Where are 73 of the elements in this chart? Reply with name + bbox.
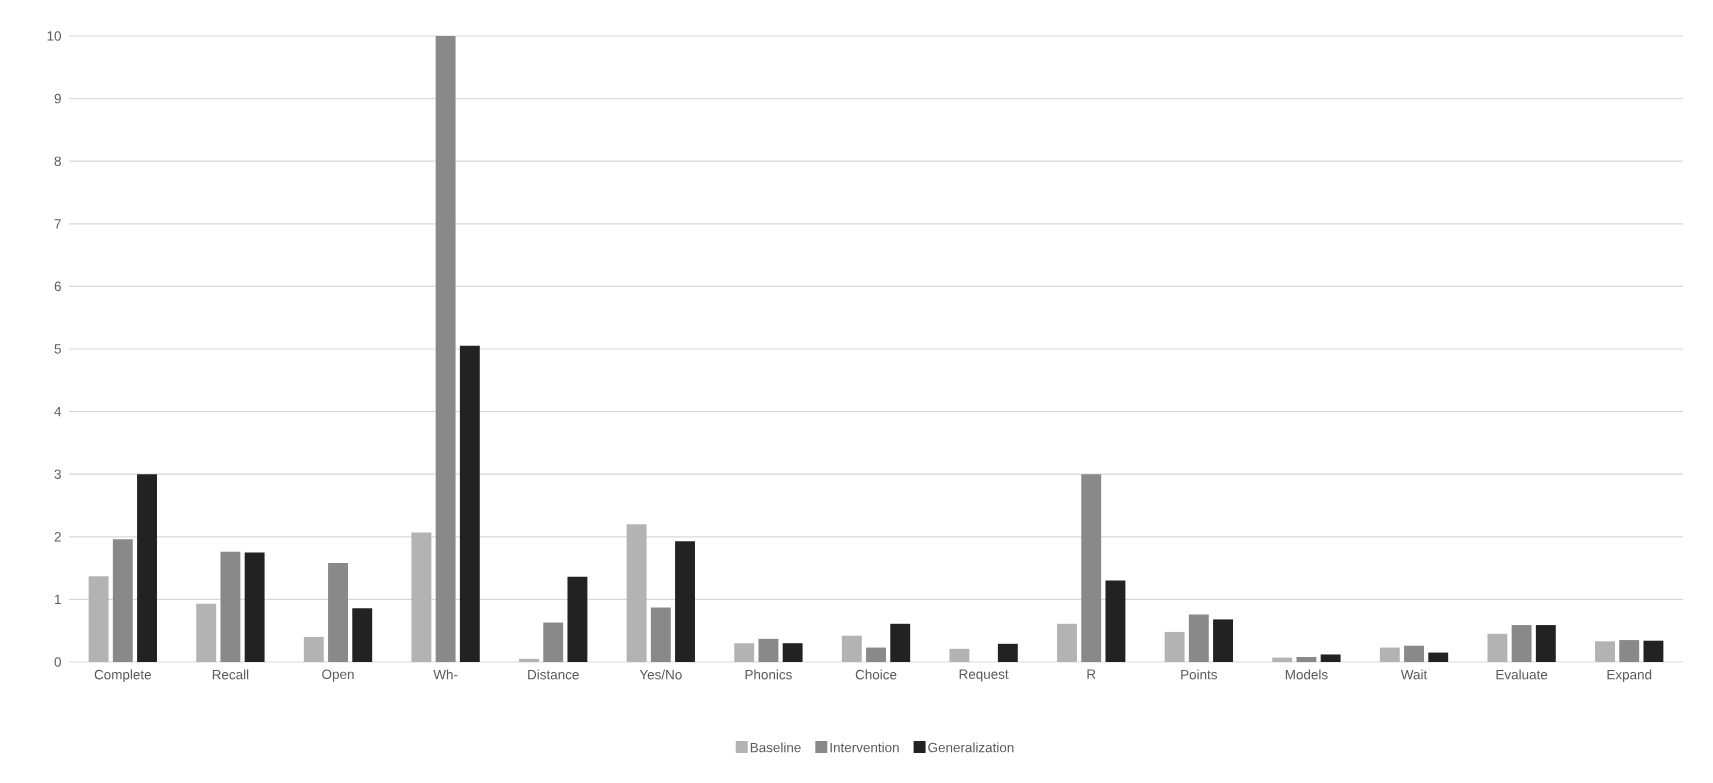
y-tick-label: 8 (54, 156, 61, 166)
bar (1081, 474, 1102, 662)
bar (1320, 654, 1341, 662)
bar (1213, 619, 1233, 662)
bar (997, 643, 1018, 662)
bar (1487, 633, 1508, 662)
x-tick-label: Choice (855, 669, 897, 680)
x-tick-label: Distance (528, 669, 579, 680)
bar (1404, 645, 1424, 662)
bar (411, 532, 432, 662)
bar (1164, 631, 1185, 662)
bar (650, 607, 671, 662)
x-tick-label: Wait (1400, 669, 1428, 680)
x-tick-label: Yes/No (639, 669, 682, 680)
y-tick-label: 7 (54, 219, 61, 229)
bar (328, 563, 348, 662)
legend-label: Intervention (830, 742, 899, 753)
bar (567, 576, 588, 662)
y-tick-label: 9 (54, 93, 61, 104)
bar (1511, 625, 1532, 662)
y-tick-label: 3 (54, 469, 61, 479)
bar (1595, 641, 1615, 662)
bar (758, 638, 779, 662)
x-tick-label: Phonics (745, 669, 792, 680)
bar (1379, 647, 1400, 662)
bar (1105, 580, 1126, 662)
bar (1057, 623, 1077, 662)
y-tick-label: 0 (54, 657, 61, 667)
bar (949, 648, 970, 662)
bar (841, 635, 862, 662)
bar (244, 552, 265, 662)
bar (137, 474, 157, 662)
bar (459, 345, 480, 662)
x-tick-label: Open (322, 669, 354, 682)
bar (352, 608, 373, 662)
x-tick-label: Evaluate (1496, 669, 1548, 680)
bar (1296, 656, 1317, 662)
bar (519, 658, 539, 662)
bar (1188, 614, 1209, 662)
bar (543, 622, 564, 662)
x-tick-label: R (1087, 669, 1096, 679)
x-tick-label: Points (1181, 669, 1218, 680)
bar (196, 603, 217, 662)
bar (1619, 640, 1640, 662)
bar (220, 551, 241, 662)
y-tick-label: 1 (55, 594, 61, 605)
bar (890, 623, 911, 662)
bar (626, 524, 647, 662)
bar (112, 539, 133, 662)
bar (1428, 652, 1449, 662)
bar (1535, 625, 1556, 662)
x-tick-label: Request (959, 669, 1009, 682)
legend-label: Generalization (928, 742, 1014, 753)
bar (435, 35, 456, 662)
y-tick-label: 10 (47, 31, 61, 41)
legend-label: Baseline (750, 742, 801, 753)
x-tick-label: Expand (1607, 669, 1652, 683)
bar (782, 643, 803, 662)
bar (88, 576, 109, 662)
bar (1272, 657, 1293, 662)
bar (866, 647, 886, 662)
bar (1643, 640, 1664, 662)
y-tick-label: 5 (54, 344, 61, 354)
x-tick-label: Wh- (433, 669, 458, 680)
bar (303, 636, 324, 662)
x-tick-label: Complete (94, 669, 151, 683)
y-tick-label: 2 (54, 532, 61, 542)
bar (675, 541, 695, 662)
y-tick-label: 4 (54, 406, 62, 417)
x-tick-label: Models (1285, 669, 1328, 680)
y-tick-label: 6 (54, 281, 61, 292)
bar (734, 643, 755, 662)
x-tick-label: Recall (212, 669, 249, 680)
